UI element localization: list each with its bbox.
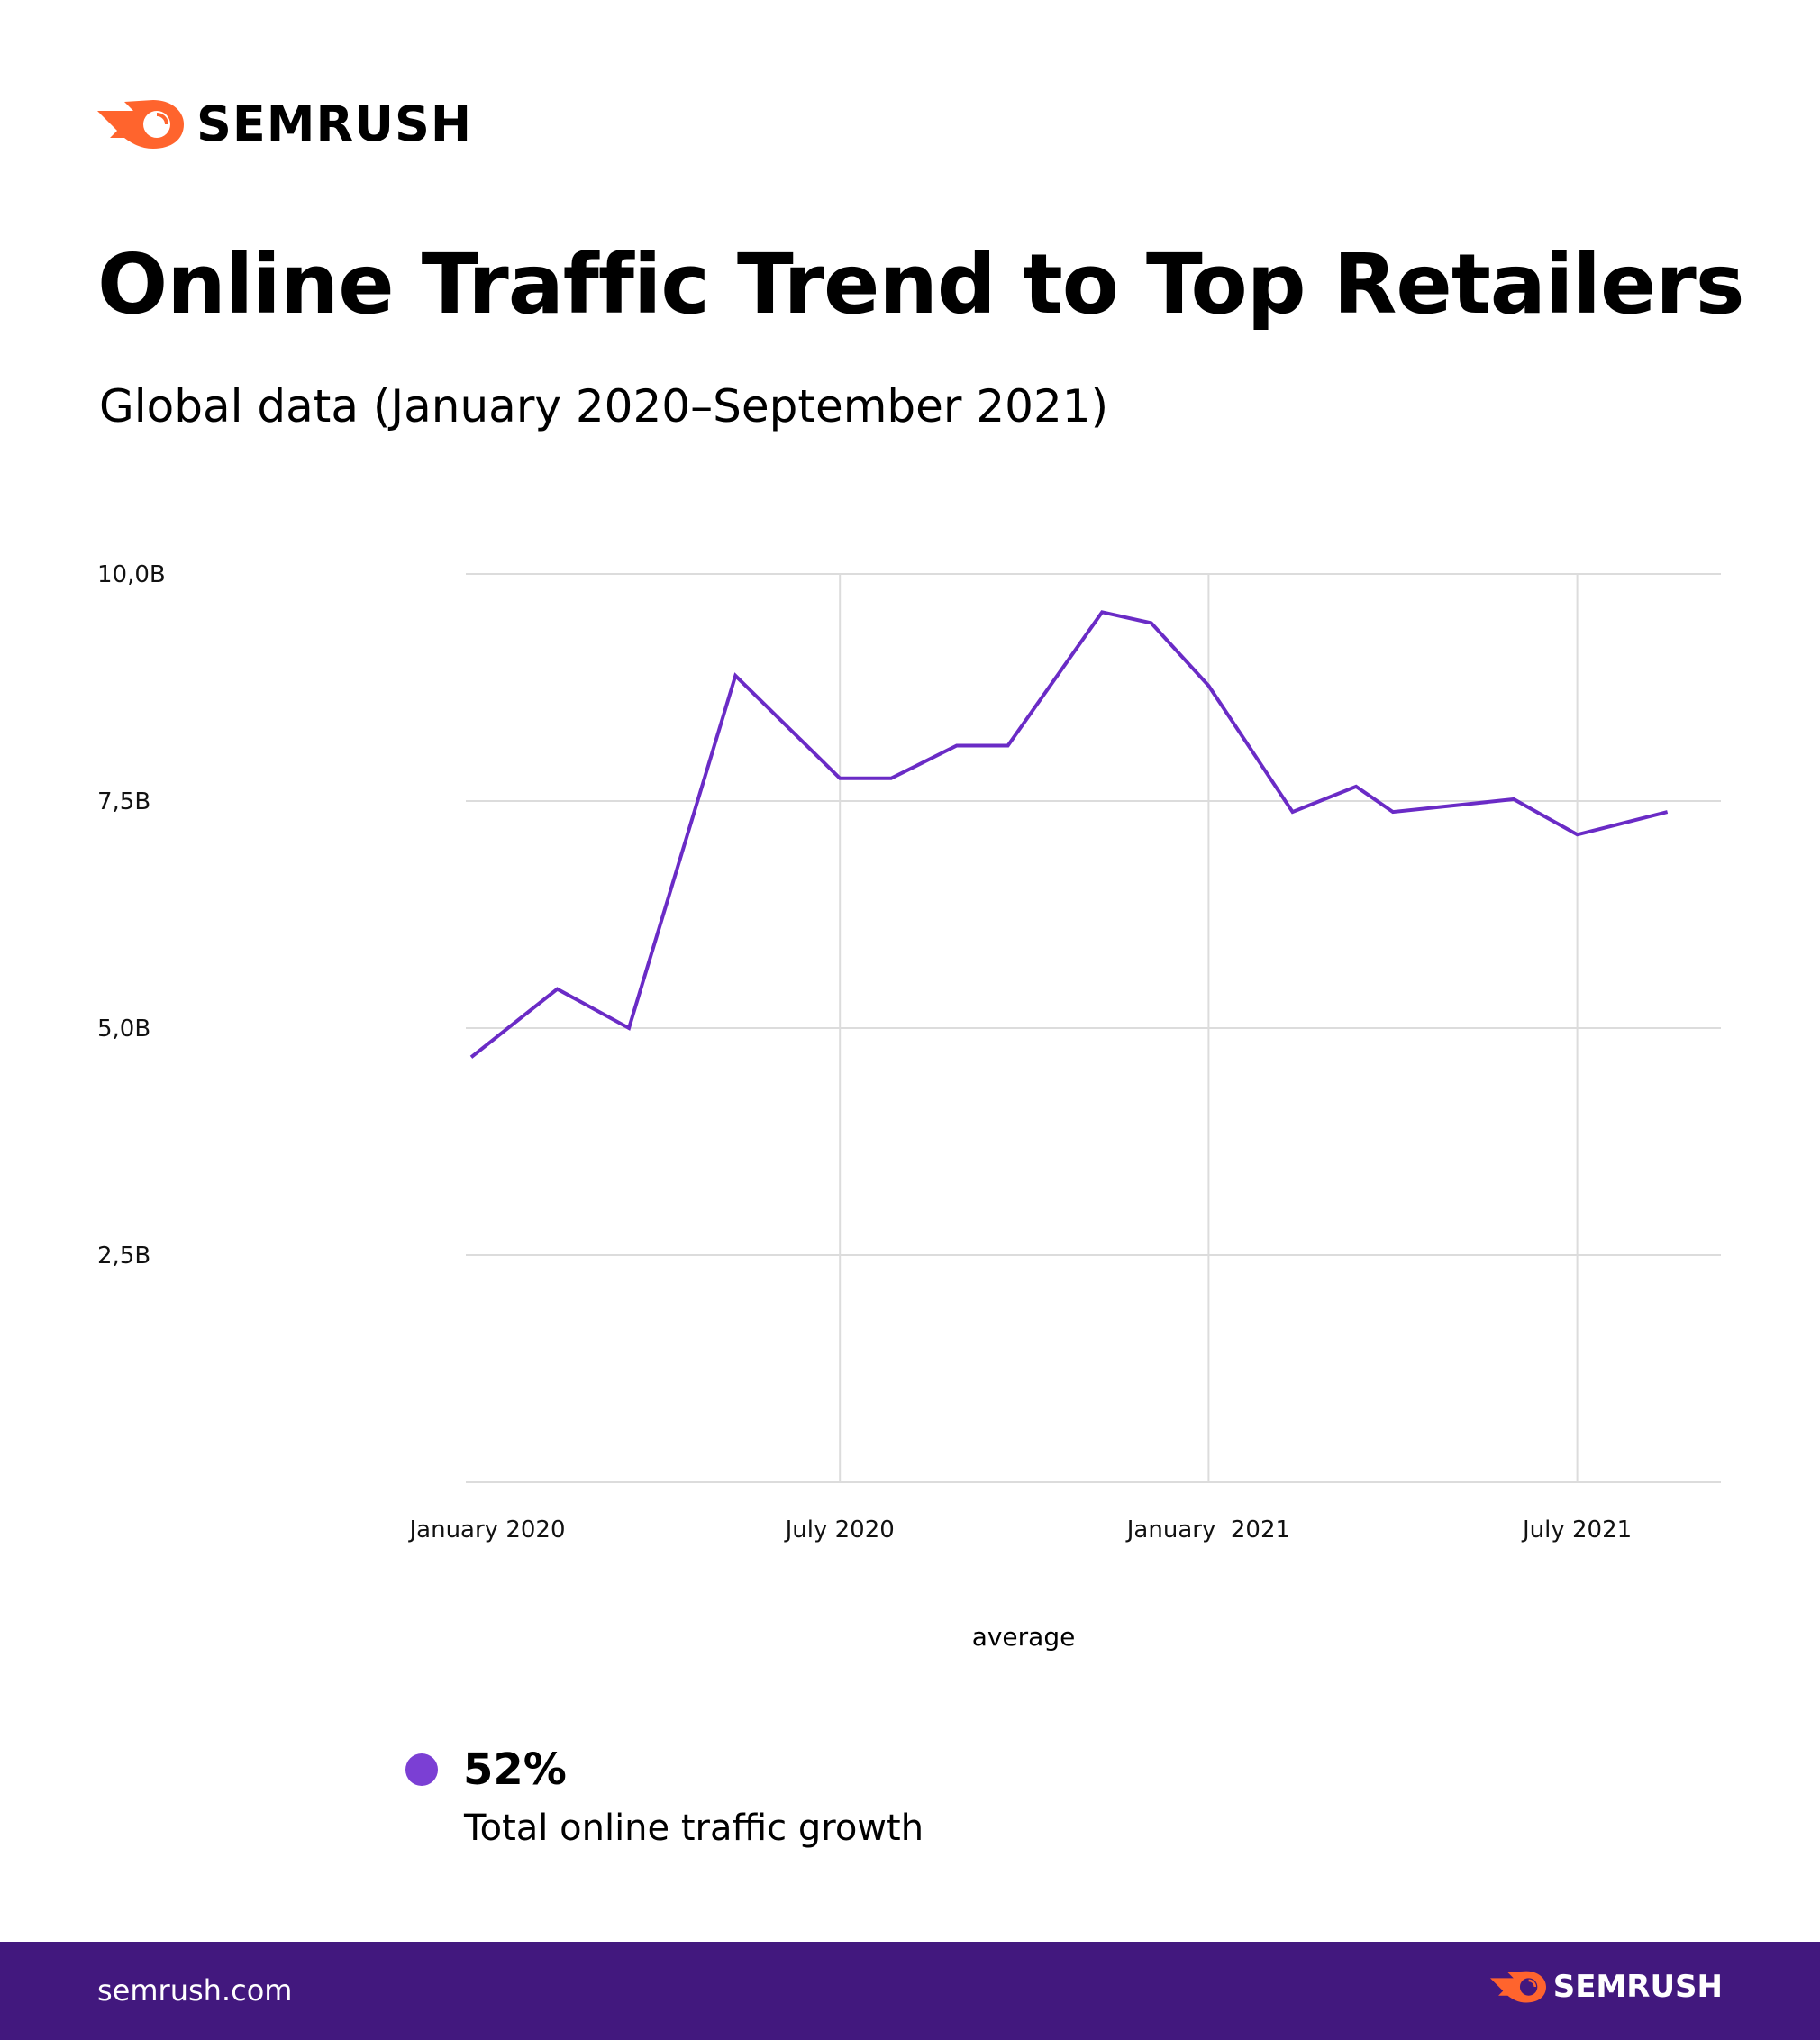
y-tick-label: 5,0B <box>97 1015 150 1043</box>
line-chart: 10,0B 7,5B 5,0B 2,5B January 2020 July 2020 Ja… <box>97 561 1721 1544</box>
legend-value: 52% <box>463 1744 567 1795</box>
x-axis-label: average <box>971 1622 1076 1652</box>
semrush-logo: SEMRUSH <box>97 96 472 152</box>
footer-brand-name: SEMRUSH <box>1552 1969 1723 2005</box>
page-subtitle: Global data (January 2020–September 2021… <box>99 380 1109 433</box>
page-title: Online Traffic Trend to Top Retailers <box>97 236 1744 332</box>
semrush-fireball-icon <box>1489 1971 1546 2003</box>
brand-name: SEMRUSH <box>196 96 473 152</box>
x-tick-label: January 2021 <box>1125 1516 1290 1544</box>
y-tick-label: 7,5B <box>97 788 150 815</box>
y-tick-label: 2,5B <box>97 1243 150 1270</box>
x-tick-label: July 2020 <box>784 1516 895 1544</box>
legend-dot <box>405 1753 438 1786</box>
legend-label: Total online traffic growth <box>464 1808 924 1849</box>
x-tick-label: January 2020 <box>408 1516 566 1544</box>
footer-logo: SEMRUSH <box>1489 1969 1723 2005</box>
y-tick-label: 10,0B <box>97 561 166 588</box>
footer-url[interactable]: semrush.com <box>97 1973 293 2008</box>
semrush-fireball-icon <box>97 99 184 149</box>
series-line <box>469 610 1669 1059</box>
x-tick-label: July 2021 <box>1521 1516 1632 1544</box>
